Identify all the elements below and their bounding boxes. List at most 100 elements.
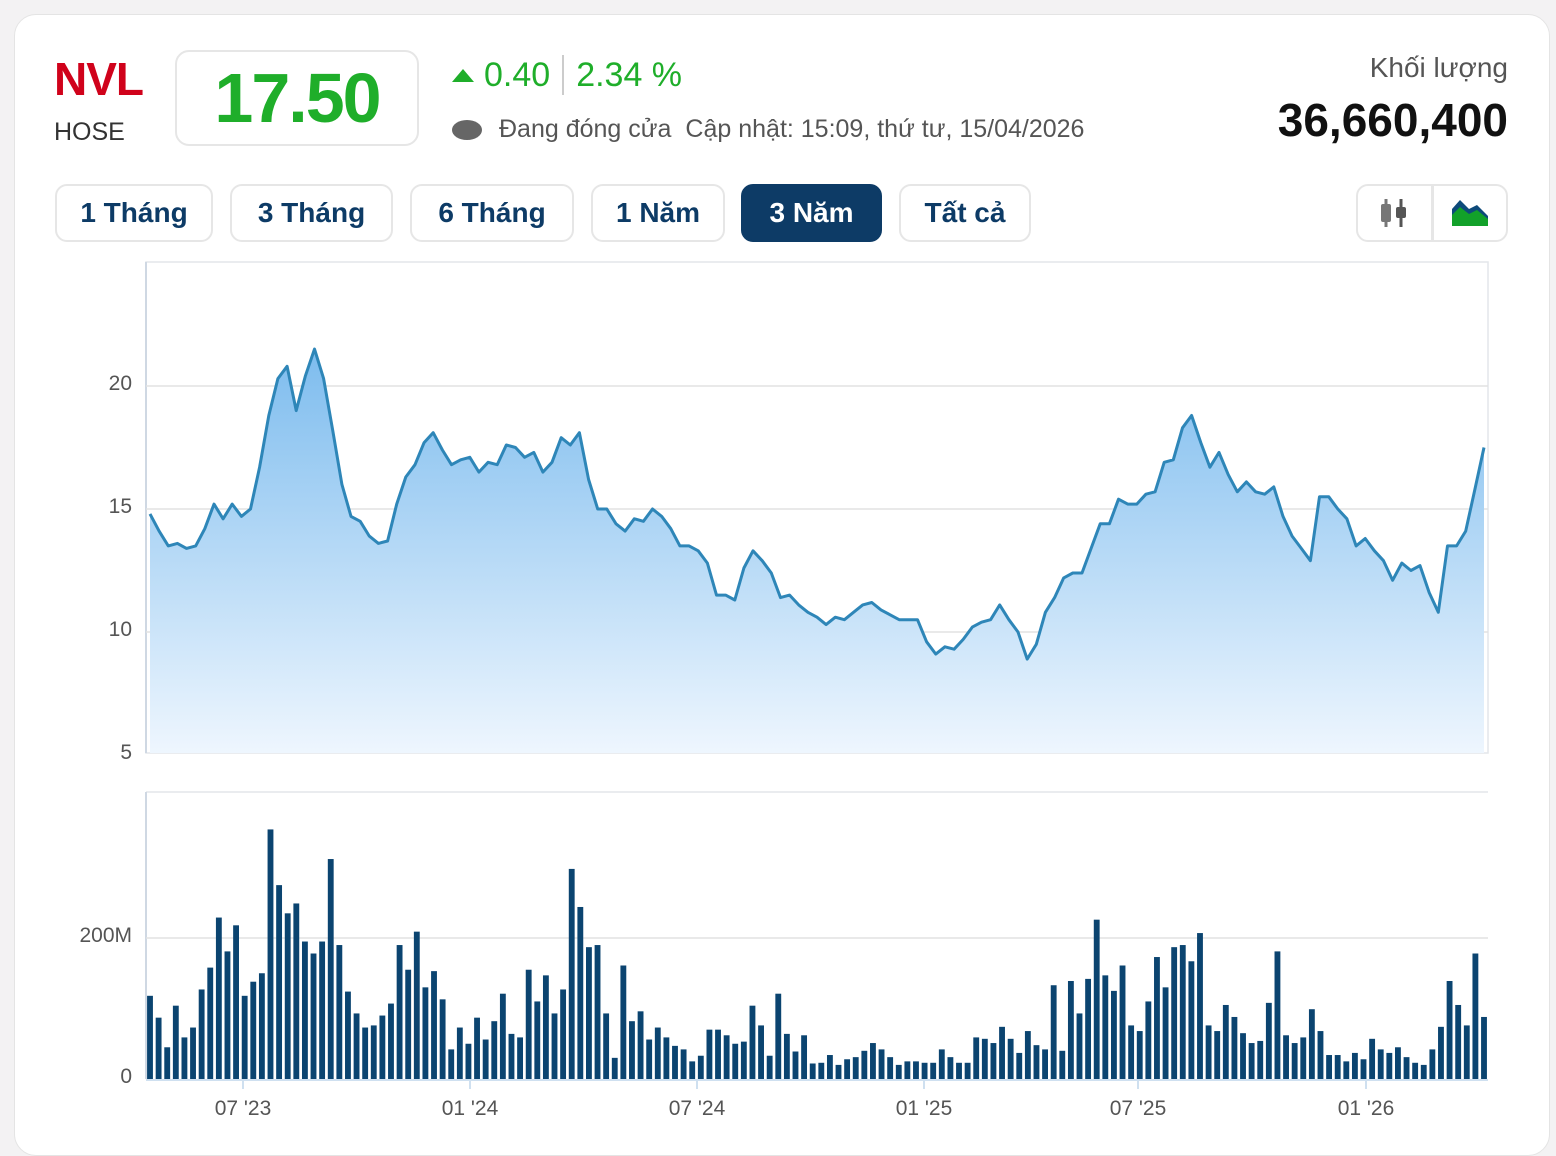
volume-bar [1034,1045,1040,1079]
volume-bar [715,1030,721,1079]
x-tick-label: 07 '24 [647,1097,747,1121]
volume-bar [560,989,566,1079]
volume-bar [973,1037,979,1079]
volume-bar [672,1046,678,1079]
volume-bar [939,1049,945,1079]
volume-bar [311,954,317,1079]
volume-y-tick-label: 0 [52,1065,132,1089]
volume-bar [620,965,626,1079]
volume-bar [1154,957,1160,1079]
volume-bar [741,1042,747,1079]
volume-bar [1059,1051,1065,1079]
volume-bar [1085,979,1091,1079]
volume-bar [379,1016,385,1079]
volume-bar [164,1047,170,1079]
volume-bar [1197,933,1203,1079]
volume-bar [629,1021,635,1079]
volume-bar [362,1028,368,1079]
volume-bar [732,1044,738,1079]
volume-bar [526,970,532,1079]
volume-bar [947,1057,953,1079]
volume-bar [1249,1043,1255,1079]
volume-bar [345,992,351,1079]
volume-bar [698,1056,704,1079]
volume-bar [896,1065,902,1079]
volume-bar [1335,1055,1341,1079]
volume-bar [1111,991,1117,1079]
volume-bar [793,1052,799,1079]
volume-bar [1429,1049,1435,1079]
volume-bar [440,999,446,1079]
volume-bar [1077,1013,1083,1079]
volume-bar [1008,1039,1014,1079]
volume-bar [1361,1059,1367,1079]
volume-bar [982,1039,988,1079]
volume-bar [913,1061,919,1079]
volume-bar [706,1030,712,1079]
volume-bar [965,1063,971,1079]
volume-bar [285,913,291,1079]
volume-bar [1447,981,1453,1079]
volume-bar [603,1013,609,1079]
volume-bar [354,1013,360,1079]
volume-bar [922,1063,928,1079]
volume-bar [577,907,583,1079]
volume-bar [1326,1055,1332,1079]
volume-bar [543,975,549,1079]
volume-bar [190,1028,196,1079]
volume-bar [836,1065,842,1079]
volume-bar [552,1013,558,1079]
volume-bar [173,1006,179,1079]
volume-bar [397,945,403,1079]
volume-bar [466,1044,472,1079]
volume-bar [293,903,299,1079]
volume-bar [870,1043,876,1079]
volume-bar [767,1056,773,1079]
volume-bar [207,968,213,1079]
volume-bar [861,1051,867,1079]
volume-bar [689,1061,695,1079]
volume-bar [758,1025,764,1079]
volume-bar [1318,1031,1324,1079]
volume-bar [1180,945,1186,1079]
volume-bar [784,1034,790,1079]
x-tick-label: 01 '25 [874,1097,974,1121]
volume-bar [1386,1053,1392,1079]
volume-bar [1051,985,1057,1079]
volume-bar [1309,1009,1315,1079]
volume-bar [225,951,231,1079]
volume-bar [414,932,420,1079]
volume-bar [534,1001,540,1079]
volume-bar [250,982,256,1079]
volume-bar [904,1061,910,1079]
volume-bar [1145,1001,1151,1079]
price-y-tick-label: 15 [52,495,132,519]
volume-bar [1137,1031,1143,1079]
price-area-fill [150,349,1484,753]
volume-bar [1438,1027,1444,1079]
volume-bar [810,1063,816,1079]
volume-bar [844,1059,850,1079]
volume-bar [405,970,411,1079]
volume-bar [388,1004,394,1079]
volume-bar [242,996,248,1079]
volume-bar [991,1043,997,1079]
price-y-tick-label: 10 [52,618,132,642]
volume-bar [500,994,506,1079]
volume-bar [612,1058,618,1079]
volume-bar [371,1025,377,1079]
volume-bar [199,989,205,1079]
volume-bar [1240,1033,1246,1079]
volume-bar [336,945,342,1079]
volume-bar [801,1035,807,1079]
volume-bar [1378,1049,1384,1079]
volume-bar [276,885,282,1079]
volume-bar [1257,1041,1263,1079]
charts-svg[interactable] [0,0,1556,1132]
volume-bar [1275,951,1281,1079]
volume-bar [1472,954,1478,1079]
volume-bar [930,1063,936,1079]
volume-bar [1292,1043,1298,1079]
volume-bar [1163,987,1169,1079]
volume-bar [724,1035,730,1079]
